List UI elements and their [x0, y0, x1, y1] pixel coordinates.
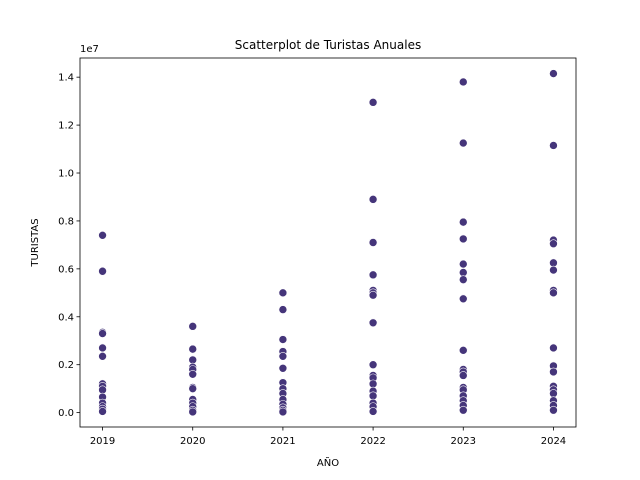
y-tick-label: 1.0: [58, 169, 74, 180]
x-axis: 2019 2020 2021 2022 2023 2024: [90, 427, 566, 447]
data-point: [368, 238, 378, 247]
data-point: [458, 217, 468, 227]
data-point: [368, 407, 378, 416]
data-point: [188, 384, 198, 393]
data-point: [549, 343, 558, 353]
data-point: [278, 407, 288, 417]
x-tick-label: 2023: [451, 436, 476, 447]
data-point: [368, 195, 378, 204]
data-point: [98, 266, 107, 276]
data-point: [188, 344, 198, 354]
data-point: [368, 391, 378, 401]
data-point: [368, 290, 378, 300]
data-point: [368, 98, 378, 107]
y-axis-title: TURISTAS: [30, 218, 41, 267]
x-tick-label: 2021: [270, 436, 295, 447]
data-point: [458, 268, 468, 277]
data-point: [549, 389, 558, 398]
y-offset-label: 1e7: [80, 44, 99, 55]
x-tick-label: 2022: [360, 436, 385, 447]
data-point: [458, 77, 468, 87]
data-point: [278, 305, 288, 314]
data-point: [188, 355, 198, 365]
data-point: [458, 275, 468, 284]
data-point: [458, 346, 468, 355]
x-tick-label: 2019: [90, 436, 115, 447]
data-point: [549, 265, 558, 275]
data-point: [368, 270, 378, 280]
data-point: [98, 329, 107, 338]
data-point: [188, 322, 198, 331]
data-point: [549, 69, 558, 78]
data-point: [98, 407, 107, 416]
points-layer: [98, 69, 558, 417]
data-point: [458, 138, 468, 148]
data-point: [458, 259, 468, 269]
data-point: [98, 343, 107, 353]
data-point: [98, 352, 107, 361]
y-axis: 0.0 0.2 0.4 0.6 0.8 1.0 1.2 1.4: [58, 73, 80, 419]
data-point: [98, 231, 107, 240]
data-point: [368, 379, 378, 389]
data-point: [278, 335, 288, 344]
x-axis-title: AÑO: [317, 456, 339, 469]
x-tick-label: 2020: [180, 436, 205, 447]
data-point: [458, 371, 468, 380]
data-point: [549, 288, 558, 298]
data-point: [98, 385, 107, 395]
data-point: [549, 141, 558, 150]
data-point: [188, 369, 198, 379]
data-point: [458, 234, 468, 244]
data-point: [188, 407, 198, 417]
y-tick-label: 1.4: [58, 73, 74, 84]
data-point: [278, 363, 288, 373]
data-point: [549, 367, 558, 377]
plot-frame: [79, 57, 577, 428]
data-point: [549, 258, 558, 268]
data-point: [368, 360, 378, 370]
data-point: [278, 288, 288, 298]
y-tick-label: 0.4: [58, 312, 74, 323]
x-tick-label: 2024: [541, 436, 566, 447]
data-point: [549, 405, 558, 415]
data-point: [368, 318, 378, 328]
data-point: [549, 239, 558, 248]
data-point: [458, 405, 468, 415]
y-tick-label: 0.0: [58, 408, 74, 419]
y-tick-label: 0.8: [58, 216, 74, 227]
data-point: [458, 294, 468, 304]
y-tick-label: 0.6: [58, 264, 74, 275]
data-point: [278, 352, 288, 361]
y-tick-label: 1.2: [58, 121, 74, 132]
y-tick-label: 0.2: [58, 360, 74, 371]
chart-title: Scatterplot de Turistas Anuales: [235, 38, 421, 52]
